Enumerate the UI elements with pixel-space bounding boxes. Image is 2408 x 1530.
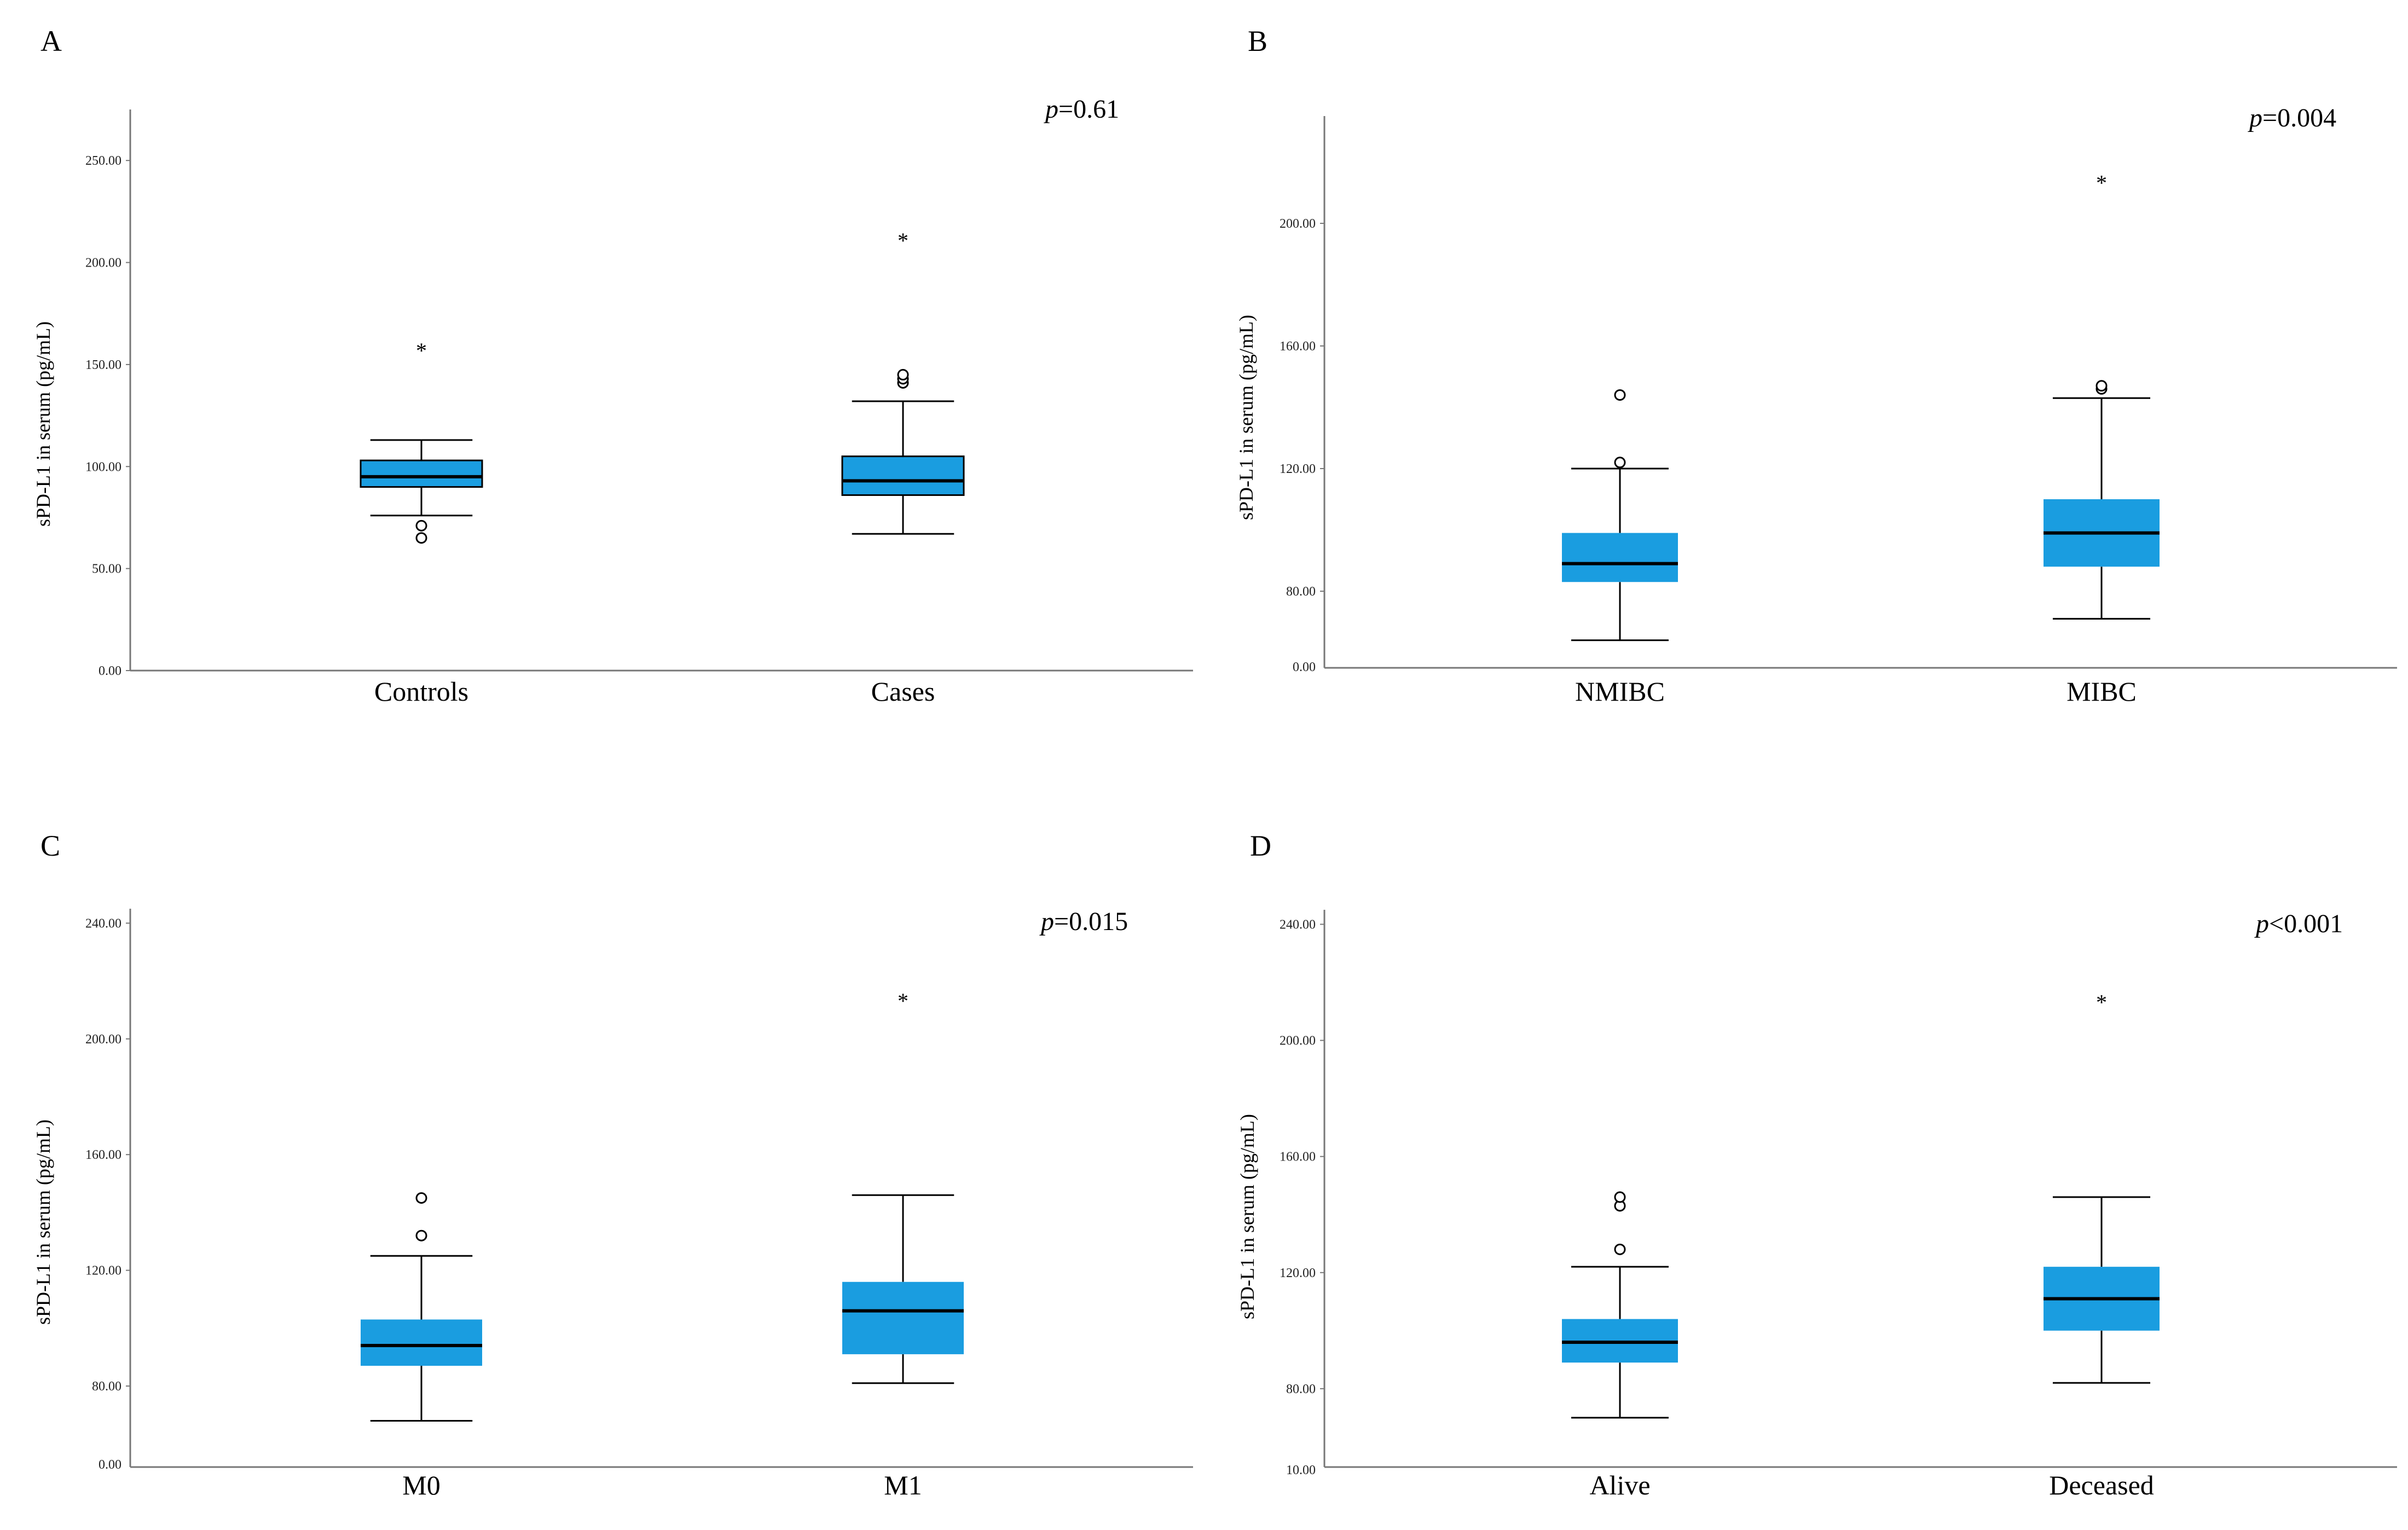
extreme-point: * [898, 989, 908, 1013]
iqr-box [1562, 533, 1678, 582]
y-tick-label: 0.00 [99, 664, 121, 678]
outlier-point [415, 1192, 427, 1204]
box-deceased: * [2044, 990, 2160, 1384]
x-category-label: MIBC [2067, 676, 2137, 707]
panel-c-plot: 80.00 120.00 160.00 200.00 240.00 0.00 M0 * M1 [85, 909, 1193, 1500]
y-tick-label-floor: 0.00 [99, 1458, 121, 1472]
panel-d-p-value: p<0.001 [2256, 911, 2343, 937]
extreme-point: * [2096, 990, 2107, 1014]
outlier-point [1614, 457, 1626, 469]
iqr-box [841, 455, 965, 496]
panel-c-letter: C [40, 829, 61, 862]
y-tick-label: 120.00 [85, 1264, 121, 1278]
y-tick-label: 250.00 [85, 154, 121, 168]
y-tick-label: 80.00 [1286, 1382, 1316, 1396]
p-value-text: =0.61 [1058, 95, 1120, 124]
panel-d-letter: D [1250, 829, 1271, 862]
y-tick-label: 160.00 [1280, 1150, 1316, 1164]
outlier-point [2096, 380, 2108, 392]
p-value-text: <0.001 [2269, 909, 2343, 938]
x-category-label: M0 [402, 1470, 440, 1500]
x-category-label: Controls [374, 676, 468, 707]
panel-b-p-value: p=0.004 [2249, 105, 2336, 131]
outlier-point [897, 369, 909, 381]
outlier-point [415, 532, 427, 544]
p-symbol: p [1041, 907, 1054, 936]
panel-c-p-value: p=0.015 [1041, 909, 1128, 935]
x-category-label: Alive [1589, 1470, 1650, 1500]
p-symbol: p [2256, 909, 2269, 938]
panel-b-plot: 80.00 120.00 160.00 200.00 0.00 NMIBC * MIBC [1280, 116, 2397, 707]
y-tick-label: 120.00 [1280, 1266, 1316, 1280]
outlier-point [1614, 1243, 1626, 1255]
y-tick-label: 200.00 [85, 256, 121, 270]
panel-d-plot: 80.00 120.00 160.00 200.00 240.00 10.00 Alive *… [1280, 910, 2397, 1500]
y-tick-label: 80.00 [1286, 585, 1316, 599]
box-cases: * [841, 228, 965, 535]
panel-b: B p=0.004 sPD-L1 in serum (pg/mL) 80.00 1… [1204, 0, 2408, 739]
y-tick-label: 120.00 [1280, 462, 1316, 476]
y-tick-label-floor: 0.00 [1293, 660, 1316, 674]
y-tick-label: 50.00 [92, 562, 121, 576]
box-m1: * [842, 989, 964, 1384]
panel-c: C p=0.015 sPD-L1 in serum (pg/mL) 80.00 1… [0, 766, 1204, 1530]
panel-a-plot: 0.00 50.00 100.00 150.00 200.00 250.00 * Contro… [85, 109, 1193, 707]
outlier-point [1614, 389, 1626, 401]
y-tick-label: 200.00 [85, 1032, 121, 1047]
y-tick-label: 80.00 [92, 1379, 121, 1394]
y-tick-label: 160.00 [85, 1148, 121, 1162]
panel-b-letter: B [1248, 25, 1268, 57]
p-value-text: =0.015 [1054, 907, 1128, 936]
x-category-label: NMIBC [1575, 676, 1665, 707]
y-tick-label: 240.00 [85, 916, 121, 931]
panel-a: A p=0.61 sPD-L1 in serum (pg/mL) 0.00 50.… [0, 0, 1204, 739]
box-mibc: * [2044, 171, 2160, 620]
extreme-point: * [898, 228, 908, 253]
box-alive [1562, 1191, 1678, 1419]
p-value-text: =0.004 [2262, 103, 2337, 132]
iqr-box [842, 1281, 964, 1354]
outlier-point [1614, 1191, 1626, 1203]
extreme-point: * [2096, 171, 2107, 195]
y-tick-label: 200.00 [1280, 1034, 1316, 1048]
y-tick-label: 100.00 [85, 460, 121, 474]
iqr-box [360, 459, 483, 488]
panel-a-p-value: p=0.61 [1045, 96, 1119, 123]
y-tick-label: 200.00 [1280, 217, 1316, 231]
y-tick-label: 160.00 [1280, 339, 1316, 354]
iqr-box [361, 1319, 482, 1366]
x-category-label: Deceased [2049, 1470, 2154, 1500]
outlier-point [415, 519, 427, 532]
x-category-label: Cases [871, 676, 935, 707]
box-controls: * [360, 338, 483, 544]
outlier-point [415, 1229, 427, 1242]
extreme-point: * [416, 338, 427, 363]
y-tick-label-floor: 10.00 [1286, 1463, 1316, 1477]
p-symbol: p [1045, 95, 1058, 124]
x-category-label: M1 [884, 1470, 922, 1500]
panel-a-letter: A [40, 25, 62, 57]
box-nmibc [1562, 389, 1678, 642]
panel-d: D p<0.001 sPD-L1 in serum (pg/mL) 80.00 1… [1204, 766, 2408, 1530]
box-m0 [361, 1192, 482, 1422]
p-symbol: p [2249, 103, 2262, 132]
y-tick-label: 240.00 [1280, 918, 1316, 932]
y-tick-label: 150.00 [85, 358, 121, 372]
